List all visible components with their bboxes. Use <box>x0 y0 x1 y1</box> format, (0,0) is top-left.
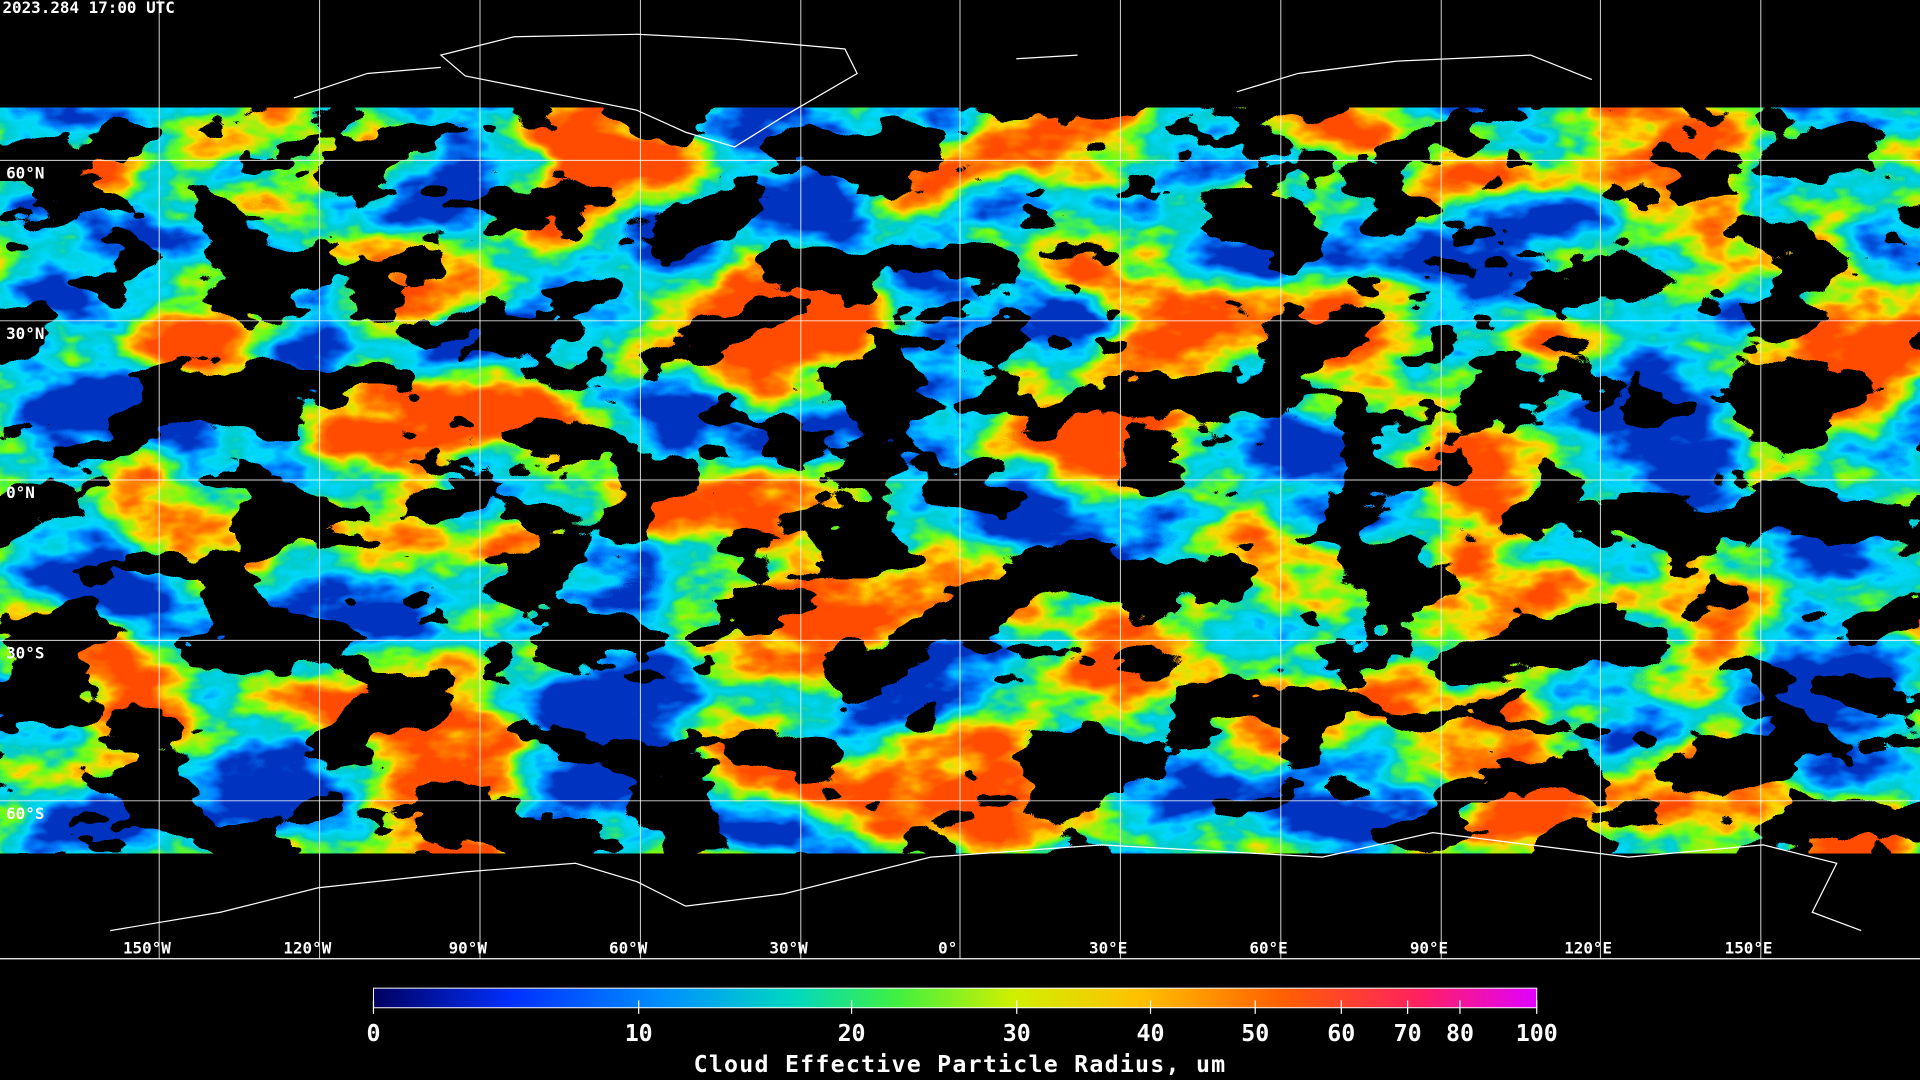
colorbar-tick-label: 100 <box>1516 1020 1558 1047</box>
colorbar-tick-label: 50 <box>1241 1020 1269 1047</box>
latitude-label: 30°S <box>6 643 44 662</box>
longitude-label: 60°W <box>609 938 648 957</box>
longitude-label: 90°E <box>1410 938 1448 957</box>
latitude-label: 60°S <box>6 804 44 823</box>
colorbar-tick-label: 60 <box>1327 1020 1355 1047</box>
coastlines <box>110 33 1862 932</box>
colorbar-tick-label: 40 <box>1137 1020 1165 1047</box>
longitude-label: 150°W <box>123 938 171 957</box>
graticule <box>0 0 1920 959</box>
timestamp: 2023.284 17:00 UTC <box>2 0 174 17</box>
colorbar <box>372 987 1538 1009</box>
latitude-label: 0°N <box>6 483 35 502</box>
longitude-label: 150°E <box>1725 938 1773 957</box>
longitude-label: 120°E <box>1564 938 1612 957</box>
coastline <box>110 832 1862 932</box>
longitude-label: 120°W <box>283 938 331 957</box>
colorbar-tick-label: 80 <box>1446 1020 1474 1047</box>
colorbar-tick-label: 10 <box>625 1020 653 1047</box>
coastline <box>439 33 858 148</box>
colorbar-tick-label: 70 <box>1394 1020 1422 1047</box>
longitude-label: 0° <box>938 938 957 957</box>
longitude-label: 60°E <box>1249 938 1287 957</box>
latitude-label: 30°N <box>6 324 44 343</box>
longitude-label: 90°W <box>449 938 488 957</box>
colorbar-tick-label: 30 <box>1003 1020 1031 1047</box>
colorbar-title: Cloud Effective Particle Radius, um <box>694 1051 1227 1078</box>
coastline <box>293 54 1593 99</box>
longitude-label: 30°W <box>769 938 808 957</box>
colorbar-tick-label: 0 <box>366 1020 380 1047</box>
longitude-label: 30°E <box>1089 938 1127 957</box>
latitude-label: 60°N <box>6 163 44 182</box>
colorbar-tick-label: 20 <box>838 1020 866 1047</box>
